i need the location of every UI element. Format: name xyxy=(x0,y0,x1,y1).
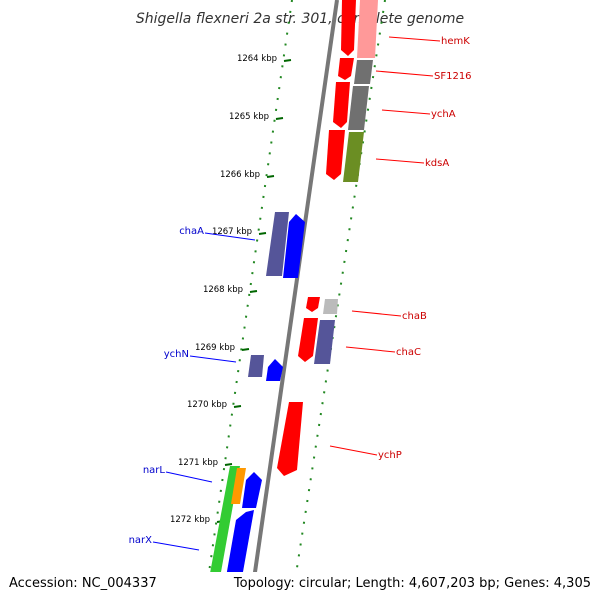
gene-label-ychP: ychP xyxy=(378,450,402,461)
gene-label-chaB: chaB xyxy=(402,311,427,322)
gene-narL-orange-feature xyxy=(231,468,246,504)
gene-leader-line xyxy=(351,310,402,317)
gene-ychP-feature xyxy=(277,402,303,476)
gene-features xyxy=(205,0,378,600)
gene-leader-line xyxy=(388,36,441,42)
gene-SF1216-feature xyxy=(338,58,354,80)
genome-axis xyxy=(249,0,339,600)
gene-label-narL: narL xyxy=(143,465,166,476)
kbp-label: 1267 kbp xyxy=(212,227,252,237)
gene-labels: hemK SF1216 ychA kdsA chaB chaC ychP chaA ychN na… xyxy=(129,36,472,551)
gene-chaC-feature xyxy=(298,318,318,362)
map-title: Shigella flexneri 2a str. 301, complete … xyxy=(136,11,464,27)
gene-ychA-pair-feature xyxy=(348,86,369,130)
gene-leader-line xyxy=(329,445,378,456)
gene-label-narX: narX xyxy=(129,535,153,546)
gene-leader-line xyxy=(165,471,213,483)
gene-leader-line xyxy=(204,232,256,241)
gene-leader-line xyxy=(152,541,200,551)
kbp-tick-mark xyxy=(266,175,275,178)
kbp-tick-mark xyxy=(283,59,292,62)
gene-chaC-pair-feature xyxy=(314,320,335,364)
gene-ychA-feature xyxy=(333,82,350,128)
accession-text: Accession: NC_004337 xyxy=(9,576,157,591)
gene-label-ychN: ychN xyxy=(164,349,189,360)
gene-kdsA-pair-feature xyxy=(343,132,364,182)
gene-chaA-feature xyxy=(266,212,289,276)
kbp-tick-mark xyxy=(224,463,233,466)
kbp-label: 1272 kbp xyxy=(170,515,210,525)
gene-hemK-feature xyxy=(341,0,356,56)
kbp-label: 1271 kbp xyxy=(178,458,218,468)
kbp-tick-mark xyxy=(241,348,250,351)
left-track-guide xyxy=(204,0,293,600)
kbp-label: 1268 kbp xyxy=(203,285,243,295)
gene-label-kdsA: kdsA xyxy=(425,158,449,169)
gene-label-ychA: ychA xyxy=(431,109,456,120)
gene-leader-line xyxy=(189,355,237,363)
gene-SF1216-pair-feature xyxy=(354,60,373,84)
kbp-tick-mark xyxy=(258,232,267,235)
gene-leader-line xyxy=(381,109,431,115)
gene-label-chaC: chaC xyxy=(396,347,421,358)
topology-text: Topology: circular; Length: 4,607,203 bp… xyxy=(233,576,591,591)
kbp-tick-mark xyxy=(275,117,284,120)
gene-chaA-pair-feature xyxy=(283,214,305,278)
kbp-tick-mark xyxy=(249,290,258,293)
kbp-label: 1265 kbp xyxy=(229,112,269,122)
gene-kdsA-feature xyxy=(326,130,345,180)
gene-narL-feature xyxy=(205,466,240,600)
gene-chaB-pair-feature xyxy=(323,299,338,314)
gene-leader-line xyxy=(375,158,425,164)
gene-leader-line xyxy=(375,70,434,77)
gene-ychN-feature xyxy=(248,355,264,377)
kbp-label: 1270 kbp xyxy=(187,400,227,410)
kbp-tick-mark xyxy=(233,405,242,408)
gene-ychN-pair-feature xyxy=(266,359,283,381)
kbp-label: 1264 kbp xyxy=(237,54,277,64)
footer-bg xyxy=(0,572,600,600)
gene-leader-line xyxy=(345,346,396,353)
kbp-label: 1269 kbp xyxy=(195,343,235,353)
gene-label-SF1216: SF1216 xyxy=(434,71,472,82)
gene-label-chaA: chaA xyxy=(179,226,204,237)
gene-chaB-feature xyxy=(306,297,320,312)
gene-label-hemK: hemK xyxy=(441,36,470,47)
gene-narX-feature xyxy=(242,472,262,508)
kbp-label: 1266 kbp xyxy=(220,170,260,180)
gene-hemK-pair-feature xyxy=(357,0,378,58)
